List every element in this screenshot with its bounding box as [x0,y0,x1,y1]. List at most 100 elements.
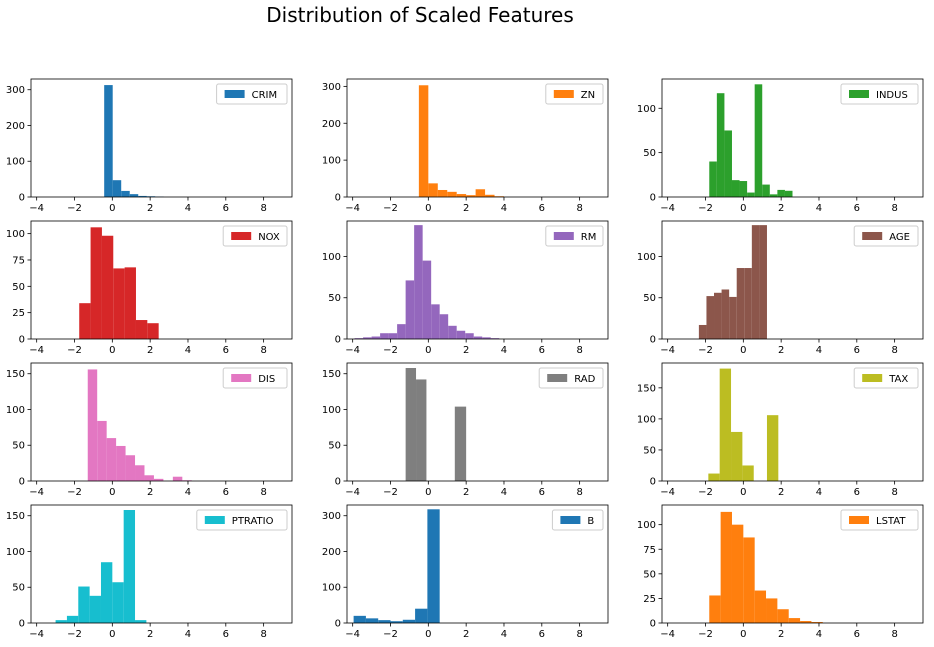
dis-xtick-label: −4 [29,487,44,498]
b-ytick-label: 300 [322,511,341,522]
dis-xtick-label: 6 [223,487,229,498]
rm-bar-14 [473,336,483,339]
b-bar-3 [390,621,403,623]
b-xtick-label: −4 [345,629,360,640]
rm-bar-8 [422,260,432,339]
tax-bar-2 [731,431,743,481]
age-bar-4 [729,296,737,339]
rad-bar-2 [454,406,467,481]
ptratio-xtick-label: 0 [109,629,115,640]
zn-legend-box [545,83,604,105]
ptratio-xtick-label: −4 [29,629,44,640]
age-legend-box [853,225,919,247]
tax-ytick-label: 50 [643,445,656,456]
lstat-xtick-label: 4 [816,629,822,640]
dis-ytick-label: 100 [6,405,25,416]
nox-ytick-label: 0 [19,335,25,346]
rm-ytick-label: 50 [328,293,341,304]
b-xtick-label: 6 [539,629,545,640]
rm-axes-frame [346,220,609,340]
nox-ytick-label: 50 [12,282,25,293]
age-ytick-label: 100 [637,252,656,263]
lstat-xtick-label: 6 [854,629,860,640]
tax-bar-4 [766,415,779,481]
age-legend: AGE [853,225,919,247]
ptratio-bar-6 [123,510,136,623]
nox-bar-3 [113,268,125,339]
zn-bar-7 [485,194,495,197]
dis-ytick-label: 150 [6,369,25,380]
dis-bar-0 [87,369,98,481]
zn-bar-2 [437,189,448,197]
lstat-legend-swatch [849,516,869,524]
rm-xtick-label: 8 [576,345,582,356]
ptratio-bar-1 [66,615,79,623]
ptratio-bar-7 [135,620,147,623]
indus-xtick-label: 6 [854,203,860,214]
rad-legend-label: RAD [574,374,595,385]
lstat-bar-4 [754,590,767,623]
nox-ytick-label: 100 [6,229,25,240]
dis-xtick-label: 2 [147,487,153,498]
dis-legend-box [222,367,288,389]
age-xtick-label: −2 [698,345,713,356]
indus-legend-label: INDUS [876,90,908,101]
panel-lstat: −4 −2 0 2 4 6 8 0 25 50 75 100 LSTAT [637,504,924,640]
rad-xtick-label: 4 [501,487,507,498]
tax-ytick-label: 100 [637,414,656,425]
dis-bar-3 [116,445,126,481]
indus-legend-swatch [849,90,869,98]
b-legend-swatch [560,516,581,524]
figure-title: Distribution of Scaled Features [266,3,574,27]
nox-xtick-label: −2 [67,345,82,356]
tax-legend-label: TAX [888,374,908,385]
rm-xtick-label: −2 [383,345,398,356]
ptratio-xtick-label: 8 [260,629,266,640]
crim-ytick-label: 300 [6,85,25,96]
crim-legend-swatch [224,90,245,98]
crim-xtick-label: 0 [109,203,115,214]
rad-ytick-label: 100 [322,405,341,416]
indus-bar-7 [762,184,770,197]
rm-bar-4 [388,333,398,339]
rad-xtick-label: −4 [345,487,360,498]
rm-bar-3 [380,333,389,339]
indus-bar-4 [739,181,748,197]
indus-bar-2 [724,130,732,197]
zn-ytick-label: 300 [322,82,341,93]
nox-legend-label: NOX [258,232,280,243]
rm-xtick-label: 4 [501,345,507,356]
age-bar-6 [744,268,752,339]
rm-bar-5 [397,324,406,339]
lstat-bar-2 [731,524,744,623]
dis-xtick-label: 4 [185,487,191,498]
tax-axes-frame [661,362,924,482]
zn-xtick-label: 2 [463,203,469,214]
tax-xtick-label: −4 [660,487,675,498]
zn-bar-6 [475,189,486,197]
tax-xtick-label: 0 [740,487,746,498]
rad-ytick-label: 0 [335,477,341,488]
age-bar-0 [698,324,707,339]
age-axes-frame [661,220,924,340]
zn-bar-0 [418,85,429,197]
zn-axes-frame [346,78,609,198]
b-bar-2 [378,620,391,623]
age-bar-1 [706,296,715,339]
zn-bar-1 [428,183,438,197]
crim-xtick-label: 8 [260,203,266,214]
lstat-ytick-label: 0 [650,619,656,630]
zn-xtick-label: 0 [425,203,431,214]
nox-ytick-label: 75 [12,255,25,266]
zn-xtick-label: 8 [576,203,582,214]
tax-legend: TAX [853,367,919,389]
zn-bar-4 [456,194,467,197]
panel-dis: −4 −2 0 2 4 6 8 0 50 100 150 DIS [6,362,293,498]
indus-xtick-label: −4 [660,203,675,214]
rad-bar-1 [416,379,427,481]
b-legend: B [551,509,604,531]
ptratio-legend-swatch [204,516,225,524]
panel-ptratio: −4 −2 0 2 4 6 8 0 50 100 150 PTRATIO [6,504,293,640]
indus-ytick-label: 0 [650,193,656,204]
rm-bar-1 [363,337,372,339]
